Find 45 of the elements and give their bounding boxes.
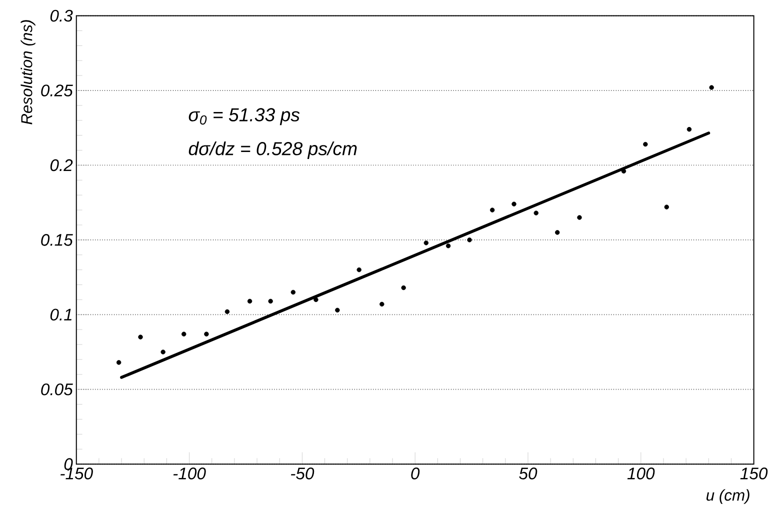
y-tick-label: 0.3 xyxy=(50,10,73,22)
x-tick-label: -50 xyxy=(290,467,314,480)
y-axis-title: Resolution (ns) xyxy=(20,20,36,124)
x-tick-label: -100 xyxy=(173,467,206,480)
point xyxy=(290,290,296,295)
y-tick-label: 0 xyxy=(64,458,73,470)
point xyxy=(534,210,538,216)
point xyxy=(554,230,560,235)
point xyxy=(643,142,648,147)
point xyxy=(467,237,472,242)
x-tick-label: 100 xyxy=(627,467,655,480)
point xyxy=(116,360,122,365)
point xyxy=(314,297,318,302)
point xyxy=(709,85,714,90)
y-tick-label: 0.15 xyxy=(41,234,73,246)
point xyxy=(335,308,340,312)
x-axis-title: u (cm) xyxy=(706,489,750,504)
point xyxy=(577,215,582,220)
point xyxy=(268,298,273,304)
y-tick-label: 0.2 xyxy=(50,159,73,172)
point xyxy=(181,332,186,336)
point xyxy=(138,334,143,340)
point xyxy=(247,298,252,304)
y-tick-label: 0.1 xyxy=(50,308,72,320)
point xyxy=(490,208,495,212)
point xyxy=(686,126,692,132)
point xyxy=(204,332,209,336)
point xyxy=(664,204,669,210)
x-tick-label: 0 xyxy=(411,467,420,480)
point xyxy=(380,302,384,306)
x-tick-label: 150 xyxy=(740,467,768,480)
annotation: dσ/dz = 0.528 ps/cm xyxy=(188,141,357,159)
point xyxy=(446,243,451,248)
point xyxy=(160,350,166,354)
x-tick-label: 50 xyxy=(519,467,538,480)
annotation: σ$_{0}$ = 51.33 ps xyxy=(188,108,300,126)
y-tick-label: 0.25 xyxy=(41,84,73,96)
x-tick-label: -150 xyxy=(60,467,93,480)
y-tick-label: 0.05 xyxy=(41,383,73,396)
point xyxy=(356,267,362,272)
point xyxy=(401,285,406,290)
point xyxy=(424,240,429,246)
point xyxy=(512,202,516,206)
point xyxy=(621,168,626,174)
point xyxy=(224,309,230,314)
